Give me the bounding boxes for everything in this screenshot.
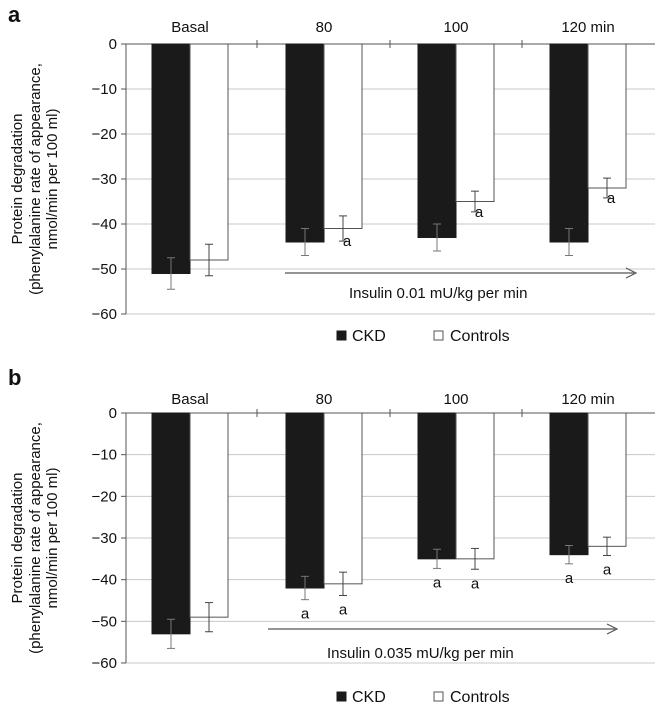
y-tick-label: −10 (92, 447, 117, 464)
legend: CKD Controls (336, 689, 510, 706)
panel-label: b (8, 365, 21, 390)
y-tick-label: −20 (92, 488, 117, 505)
category-label: 100 (443, 391, 468, 408)
y-tick-label: −50 (92, 261, 117, 278)
bar-ckd (549, 412, 589, 556)
insulin-annotation: Insulin 0.035 mU/kg per min (327, 645, 514, 662)
significance-marker: a (565, 570, 574, 587)
significance-marker: a (339, 602, 348, 619)
bar-controls (455, 412, 495, 560)
category-label: 80 (316, 391, 333, 408)
insulin-annotation: Insulin 0.01 mU/kg per min (349, 285, 527, 302)
significance-marker: a (301, 606, 310, 623)
bar-controls (323, 412, 363, 585)
legend-swatch-controls (433, 330, 444, 341)
y-tick-label: 0 (109, 405, 117, 422)
category-label: Basal (171, 391, 209, 408)
bar-ckd (285, 412, 325, 589)
chart-panel-a: 0 −10 −20 −30 −40 −50 −60 a Basal 80 100 120 min a a a… (8, 2, 655, 345)
significance-marker: a (343, 233, 352, 250)
bar-ckd (285, 43, 325, 243)
bar-controls (587, 412, 627, 547)
y-tick-label: −40 (92, 572, 117, 589)
arrow-head (625, 267, 638, 279)
bar-controls (189, 43, 229, 261)
y-axis-label: Protein degradation (9, 473, 26, 604)
y-axis-label: nmol/min per 100 ml) (44, 109, 61, 250)
chart-panel-b: 0 −10 −20 −30 −40 −50 −60 b Basal 80 100 120 min a a a… (8, 365, 655, 706)
y-tick-label: −30 (92, 530, 117, 547)
legend-swatch-ckd (336, 691, 347, 702)
legend-label-controls: Controls (450, 689, 510, 706)
significance-marker: a (607, 190, 616, 207)
category-label: 80 (316, 19, 333, 36)
y-axis-label: (phenylalanine rate of appearance, (27, 63, 44, 295)
bar-controls (587, 43, 627, 189)
bar-controls (323, 43, 363, 229)
bar-controls (455, 43, 495, 202)
y-tick-label: −20 (92, 126, 117, 143)
category-label: Basal (171, 19, 209, 36)
category-label: 120 min (561, 391, 614, 408)
legend-swatch-controls (433, 691, 444, 702)
y-tick-label: −30 (92, 171, 117, 188)
legend-swatch-ckd (336, 330, 347, 341)
significance-marker: a (475, 204, 484, 221)
bar-ckd (417, 412, 457, 560)
y-tick-label: −60 (92, 306, 117, 323)
bar-controls (189, 412, 229, 618)
significance-marker: a (603, 562, 612, 579)
significance-marker: a (471, 575, 480, 592)
legend-label-ckd: CKD (352, 328, 386, 345)
bar-ckd (151, 43, 191, 274)
bar-ckd (549, 43, 589, 243)
legend: CKD Controls (336, 328, 510, 345)
y-tick-label: 0 (109, 36, 117, 53)
category-label: 120 min (561, 19, 614, 36)
y-axis-label: (phenylalanine rate of appearance, (27, 422, 44, 654)
y-axis-label: nmol/min per 100 ml) (44, 468, 61, 609)
significance-marker: a (433, 574, 442, 591)
y-tick-label: −50 (92, 613, 117, 630)
y-tick-label: −60 (92, 655, 117, 672)
bar-ckd (417, 43, 457, 238)
category-label: 100 (443, 19, 468, 36)
panel-label: a (8, 2, 21, 27)
legend-label-controls: Controls (450, 328, 510, 345)
y-tick-label: −10 (92, 81, 117, 98)
bar-ckd (151, 412, 191, 635)
y-axis-label: Protein degradation (9, 114, 26, 245)
legend-label-ckd: CKD (352, 689, 386, 706)
arrow-head (606, 623, 619, 635)
y-tick-label: −40 (92, 216, 117, 233)
